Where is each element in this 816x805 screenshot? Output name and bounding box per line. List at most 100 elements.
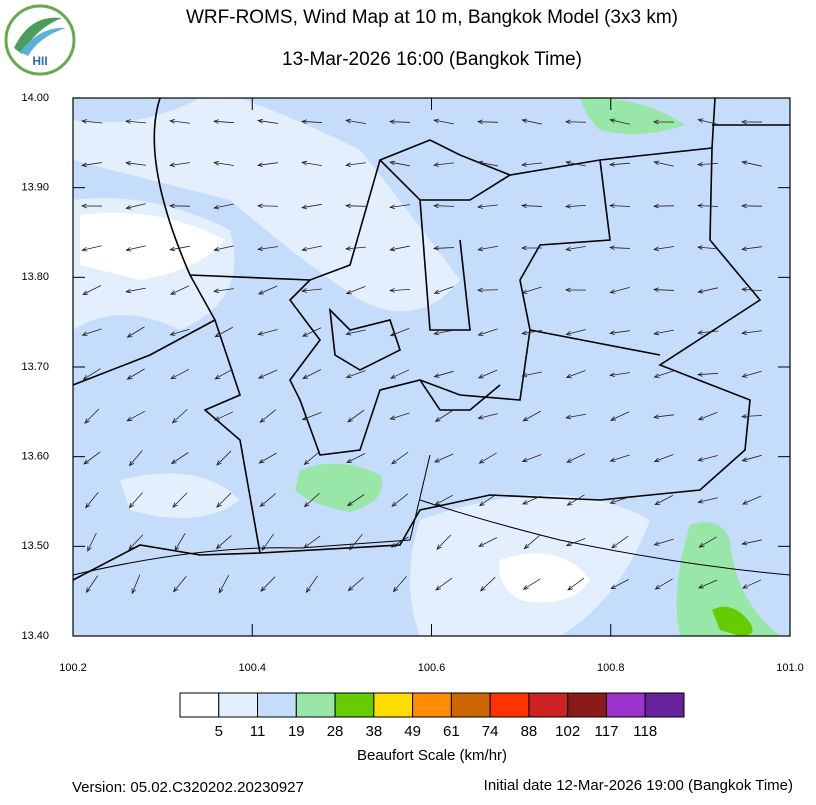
wind-arrow — [392, 576, 407, 593]
wind-arrow — [301, 245, 322, 252]
wind-arrow — [85, 492, 99, 509]
wind-arrow — [301, 203, 322, 210]
wind-arrow — [521, 371, 542, 378]
wind-arrow — [611, 535, 629, 549]
wind-arrow — [697, 411, 718, 421]
wind-arrow — [740, 119, 763, 125]
wind-arrow — [303, 493, 320, 508]
wind-arrow — [305, 575, 318, 594]
wind-arrow — [391, 451, 409, 465]
wind-arrow — [214, 326, 233, 338]
colorbar-label: 102 — [555, 723, 580, 740]
wind-arrow — [432, 203, 455, 209]
wind-arrow — [478, 493, 497, 507]
wind-arrow — [741, 495, 762, 505]
wind-arrow — [172, 576, 187, 593]
wind-arrow — [608, 203, 631, 209]
wind-arrow — [303, 451, 320, 466]
logo-leaf — [14, 17, 62, 54]
wind-zone — [120, 473, 240, 518]
colorbar-label: 118 — [633, 723, 657, 740]
wind-zone — [73, 98, 460, 312]
wind-arrow — [478, 452, 497, 464]
wind-arrow — [389, 369, 410, 379]
color-box — [450, 692, 491, 718]
wind-arrow — [433, 370, 454, 378]
wind-arrow — [477, 328, 498, 336]
wind-arrow — [653, 246, 674, 252]
colorbar-label: 88 — [521, 723, 538, 740]
wind-arrow — [653, 370, 674, 378]
wind-arrow — [609, 330, 630, 336]
logo-leaf — [20, 27, 66, 56]
wind-arrow — [741, 160, 762, 167]
boundary — [419, 124, 790, 411]
subtitle: 13-Mar-2026 16:00 (Bangkok Time) — [282, 49, 582, 70]
wind-arrow — [522, 578, 541, 590]
wind-arrow — [259, 493, 276, 508]
wind-arrow — [218, 575, 230, 594]
x-tick-label: 100.4 — [238, 662, 266, 674]
wind-arrow — [697, 287, 718, 294]
wind-arrow — [565, 538, 586, 547]
wind-arrow — [346, 453, 366, 463]
wind-arrow — [174, 533, 186, 552]
wind-arrow — [521, 162, 542, 167]
wind-arrow — [653, 414, 674, 419]
wind-arrow — [125, 119, 146, 124]
wind-arrow — [81, 119, 102, 124]
wind-arrow — [432, 245, 455, 251]
wind-arrow — [82, 368, 101, 380]
wind-arrow — [257, 162, 278, 168]
wind-arrow — [257, 329, 278, 336]
wind-arrow — [565, 245, 586, 252]
y-tick-label: 14.00 — [21, 92, 49, 104]
map-area — [72, 97, 791, 637]
wind-arrow — [126, 410, 145, 422]
wind-arrow — [565, 370, 586, 379]
wind-zone — [676, 522, 780, 636]
wind-arrow — [300, 119, 323, 124]
wind-arrow — [301, 288, 322, 293]
wind-arrow — [125, 245, 146, 252]
wind-arrow — [345, 246, 366, 251]
wind-arrow — [126, 326, 145, 338]
wind-arrow — [345, 370, 366, 379]
wind-arrow — [697, 497, 718, 504]
wind-arrow — [302, 369, 322, 379]
wind-arrow — [522, 410, 541, 422]
color-box — [295, 692, 336, 718]
wind-zone — [499, 553, 590, 603]
color-box — [412, 692, 452, 718]
wind-arrow — [345, 162, 366, 167]
color-box — [179, 692, 220, 718]
wind-arrow — [609, 454, 630, 462]
x-tick-label: 100.2 — [59, 662, 87, 674]
wind-arrow — [213, 203, 234, 210]
wind-zone — [295, 463, 382, 512]
colorbar-label: 38 — [366, 723, 383, 740]
wind-arrow — [741, 287, 763, 292]
color-box — [218, 692, 259, 718]
wind-arrow — [433, 453, 454, 463]
boundary — [72, 274, 217, 386]
wind-arrow — [170, 452, 189, 465]
wind-arrow — [521, 454, 542, 463]
wind-arrow — [213, 288, 234, 294]
wind-zone — [580, 97, 685, 134]
wind-arrow — [261, 533, 275, 552]
version: Version: 05.02.C320202.20230927 — [72, 779, 304, 796]
wind-arrow — [81, 245, 102, 252]
wind-arrow — [697, 455, 718, 462]
y-tick-label: 13.40 — [21, 630, 49, 642]
color-box — [257, 692, 297, 718]
wind-arrow — [389, 245, 410, 252]
wind-arrow — [609, 496, 630, 504]
wind-arrow — [477, 160, 498, 167]
wind-arrow — [476, 119, 499, 125]
wind-arrow — [80, 203, 103, 209]
wind-arrow — [216, 492, 232, 508]
wind-arrow — [654, 578, 673, 590]
wind-arrow — [476, 287, 499, 293]
wind-arrow — [741, 539, 762, 546]
